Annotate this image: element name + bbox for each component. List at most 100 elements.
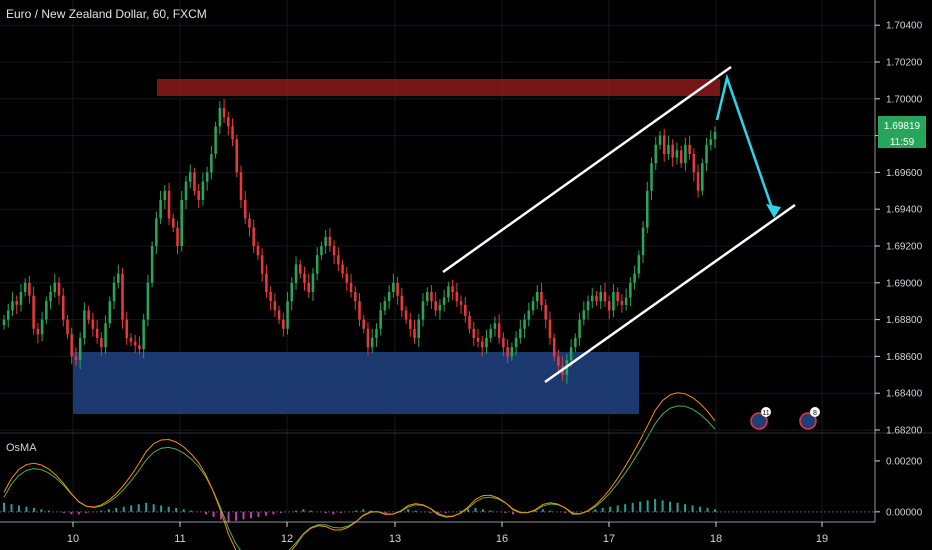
candle-body <box>28 282 31 296</box>
candle-body <box>87 310 90 320</box>
candle-body <box>442 297 446 305</box>
candle-body <box>6 310 10 320</box>
candle-body <box>705 144 708 164</box>
candle-body <box>70 334 73 357</box>
x-tick-label: 16 <box>496 533 508 545</box>
candle-body <box>400 295 404 311</box>
candle-body <box>23 282 27 292</box>
candle-body <box>349 282 353 292</box>
candle-body <box>248 218 251 228</box>
candle-body <box>430 292 433 302</box>
y-tick-label: 1.69600 <box>886 168 923 179</box>
candle-body <box>36 328 40 335</box>
osma-macd-line <box>3 392 716 550</box>
candle-body <box>548 319 552 338</box>
candle-body <box>459 301 463 305</box>
time-axis[interactable]: 10 11 12 13 16 17 18 19 <box>67 522 828 545</box>
candle-body <box>61 295 65 320</box>
candle-body <box>413 328 416 338</box>
candle-body <box>167 190 171 219</box>
candle-body <box>396 282 399 296</box>
x-tick-label: 12 <box>281 533 293 545</box>
candle-body <box>294 264 298 283</box>
candle-body <box>438 304 442 311</box>
candle-body <box>269 292 272 302</box>
candle-body <box>298 264 302 274</box>
candle-body <box>256 246 260 256</box>
candle-body <box>574 338 577 348</box>
osma-label: OsMA <box>6 442 37 454</box>
candle-body <box>100 338 103 348</box>
candle-body <box>612 292 615 311</box>
candle-body <box>125 319 129 338</box>
candle-body <box>506 347 509 357</box>
osma-indicator-panel <box>0 392 875 550</box>
candle-body <box>273 301 277 311</box>
y-tick-label: 1.70000 <box>886 94 923 105</box>
candle-body <box>320 246 323 256</box>
candle-body <box>78 338 82 361</box>
candle-body <box>66 319 69 335</box>
candle-body <box>421 301 425 320</box>
event-marker-2-count: 8 <box>813 410 817 417</box>
y-tick-label: 1.68400 <box>886 389 923 400</box>
candle-body <box>227 117 230 127</box>
candle-body <box>83 310 86 338</box>
y-tick-label: 1.70400 <box>886 21 923 32</box>
candle-body <box>341 264 344 274</box>
candle-body <box>159 200 162 219</box>
y-tick-label: 1.69400 <box>886 205 923 216</box>
candle-body <box>510 347 514 357</box>
candle-body <box>188 172 192 182</box>
candle-body <box>32 295 35 329</box>
event-marker-1[interactable]: 11 <box>750 407 771 430</box>
candle-body <box>557 356 560 366</box>
candle-body <box>489 328 492 338</box>
candle-body <box>599 292 603 302</box>
candle-body <box>332 246 336 256</box>
candle-body <box>387 292 391 302</box>
candle-body <box>535 292 539 302</box>
price-badge: 1.69819 11:59 <box>878 116 926 148</box>
candle-body <box>527 310 531 320</box>
candle-body <box>662 135 666 154</box>
candle-body <box>675 150 679 158</box>
candle-body <box>485 338 488 348</box>
candle-body <box>155 218 158 246</box>
candle-body <box>713 131 717 140</box>
candle-body <box>184 181 188 200</box>
candle-body <box>243 200 247 219</box>
candle-body <box>569 347 573 361</box>
candle-body <box>210 154 213 173</box>
candle-body <box>603 292 607 302</box>
candle-body <box>311 273 315 292</box>
chart-title: Euro / New Zealand Dollar, 60, FXCM <box>6 7 207 21</box>
candle-body <box>379 310 382 329</box>
candle-body <box>544 304 547 320</box>
candle-body <box>701 163 704 191</box>
candle-body <box>231 126 234 140</box>
price-axis[interactable]: 1.704001.702001.700001.698001.696001.694… <box>875 21 923 437</box>
candle-body <box>502 338 505 348</box>
candle-body <box>671 144 674 158</box>
candle-body <box>146 282 150 320</box>
y-tick-label: 1.69000 <box>886 278 923 289</box>
resistance-zone <box>157 79 720 96</box>
channel-upper-line[interactable] <box>442 65 732 274</box>
candle-body <box>586 301 590 311</box>
candle-body <box>417 319 421 338</box>
projection-arrow[interactable] <box>715 73 776 215</box>
event-marker-2[interactable]: 8 <box>799 407 820 430</box>
x-tick-label: 13 <box>389 533 401 545</box>
channel-lower-line[interactable] <box>544 203 796 384</box>
candle-body <box>15 301 18 305</box>
candle-body <box>328 236 332 246</box>
candlestick-series[interactable] <box>2 98 717 384</box>
candle-body <box>709 139 713 145</box>
candle-body <box>193 172 196 191</box>
candle-body <box>197 190 200 200</box>
candle-body <box>493 323 497 329</box>
candle-body <box>688 144 691 154</box>
